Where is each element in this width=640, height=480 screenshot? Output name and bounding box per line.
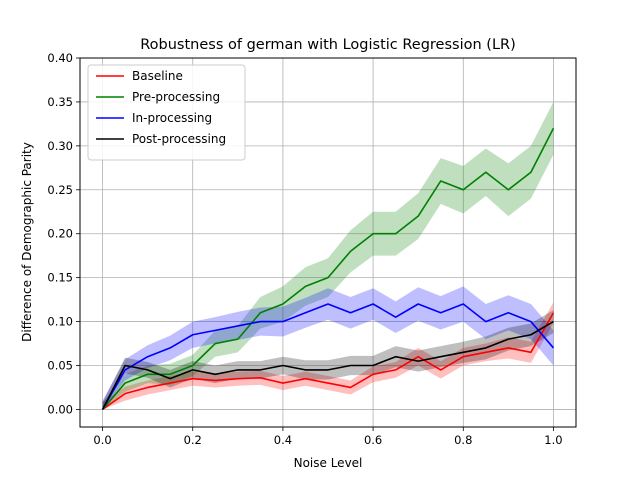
y-axis-label: Difference of Demographic Parity: [20, 142, 34, 342]
y-tick-label: 0.05: [47, 359, 73, 373]
y-tick-label: 0.15: [47, 271, 73, 285]
legend-label-pre-processing: Pre-processing: [132, 90, 220, 104]
legend-label-in-processing: In-processing: [132, 111, 212, 125]
y-tick-label: 0.00: [47, 402, 73, 416]
post-processing-line: [101, 320, 554, 410]
y-tick-label: 0.25: [47, 183, 73, 197]
baseline-band: [102, 302, 554, 410]
x-tick-label: 0.4: [274, 433, 292, 447]
y-tick-label: 0.35: [47, 95, 73, 109]
series-lines: [101, 127, 555, 411]
legend-label-baseline: Baseline: [132, 69, 183, 83]
x-axis-label: Noise Level: [294, 456, 363, 470]
in-processing-band: [102, 286, 554, 410]
y-tick-label: 0.20: [47, 227, 73, 241]
x-axis-ticks: 0.0 0.2 0.4 0.6 0.8 1.0: [93, 427, 563, 447]
x-tick-label: 0.8: [454, 433, 472, 447]
y-tick-label: 0.10: [47, 315, 73, 329]
in-processing-line: [101, 303, 555, 410]
x-tick-label: 0.2: [184, 433, 202, 447]
pre-processing-band: [102, 101, 554, 410]
y-tick-label: 0.30: [47, 139, 73, 153]
plot-frame: [79, 57, 577, 428]
chart-title: Robustness of german with Logistic Regre…: [140, 37, 516, 53]
legend: Baseline Pre-processing In-processing Post-…: [87, 64, 246, 161]
y-tick-label: 0.40: [47, 51, 73, 65]
x-tick-label: 0.0: [93, 433, 111, 447]
pre-processing-line: [101, 127, 555, 410]
confidence-bands: [102, 101, 554, 410]
x-tick-label: 0.6: [364, 433, 382, 447]
x-tick-label: 1.0: [544, 433, 562, 447]
legend-label-post-processing: Post-processing: [132, 132, 226, 146]
post-processing-band: [102, 310, 554, 410]
legend-frame: [87, 64, 246, 161]
y-axis-ticks: 0.00 0.05 0.10 0.15 0.20 0.25 0.30 0.35 0.40: [47, 51, 80, 416]
baseline-line: [102, 312, 555, 411]
